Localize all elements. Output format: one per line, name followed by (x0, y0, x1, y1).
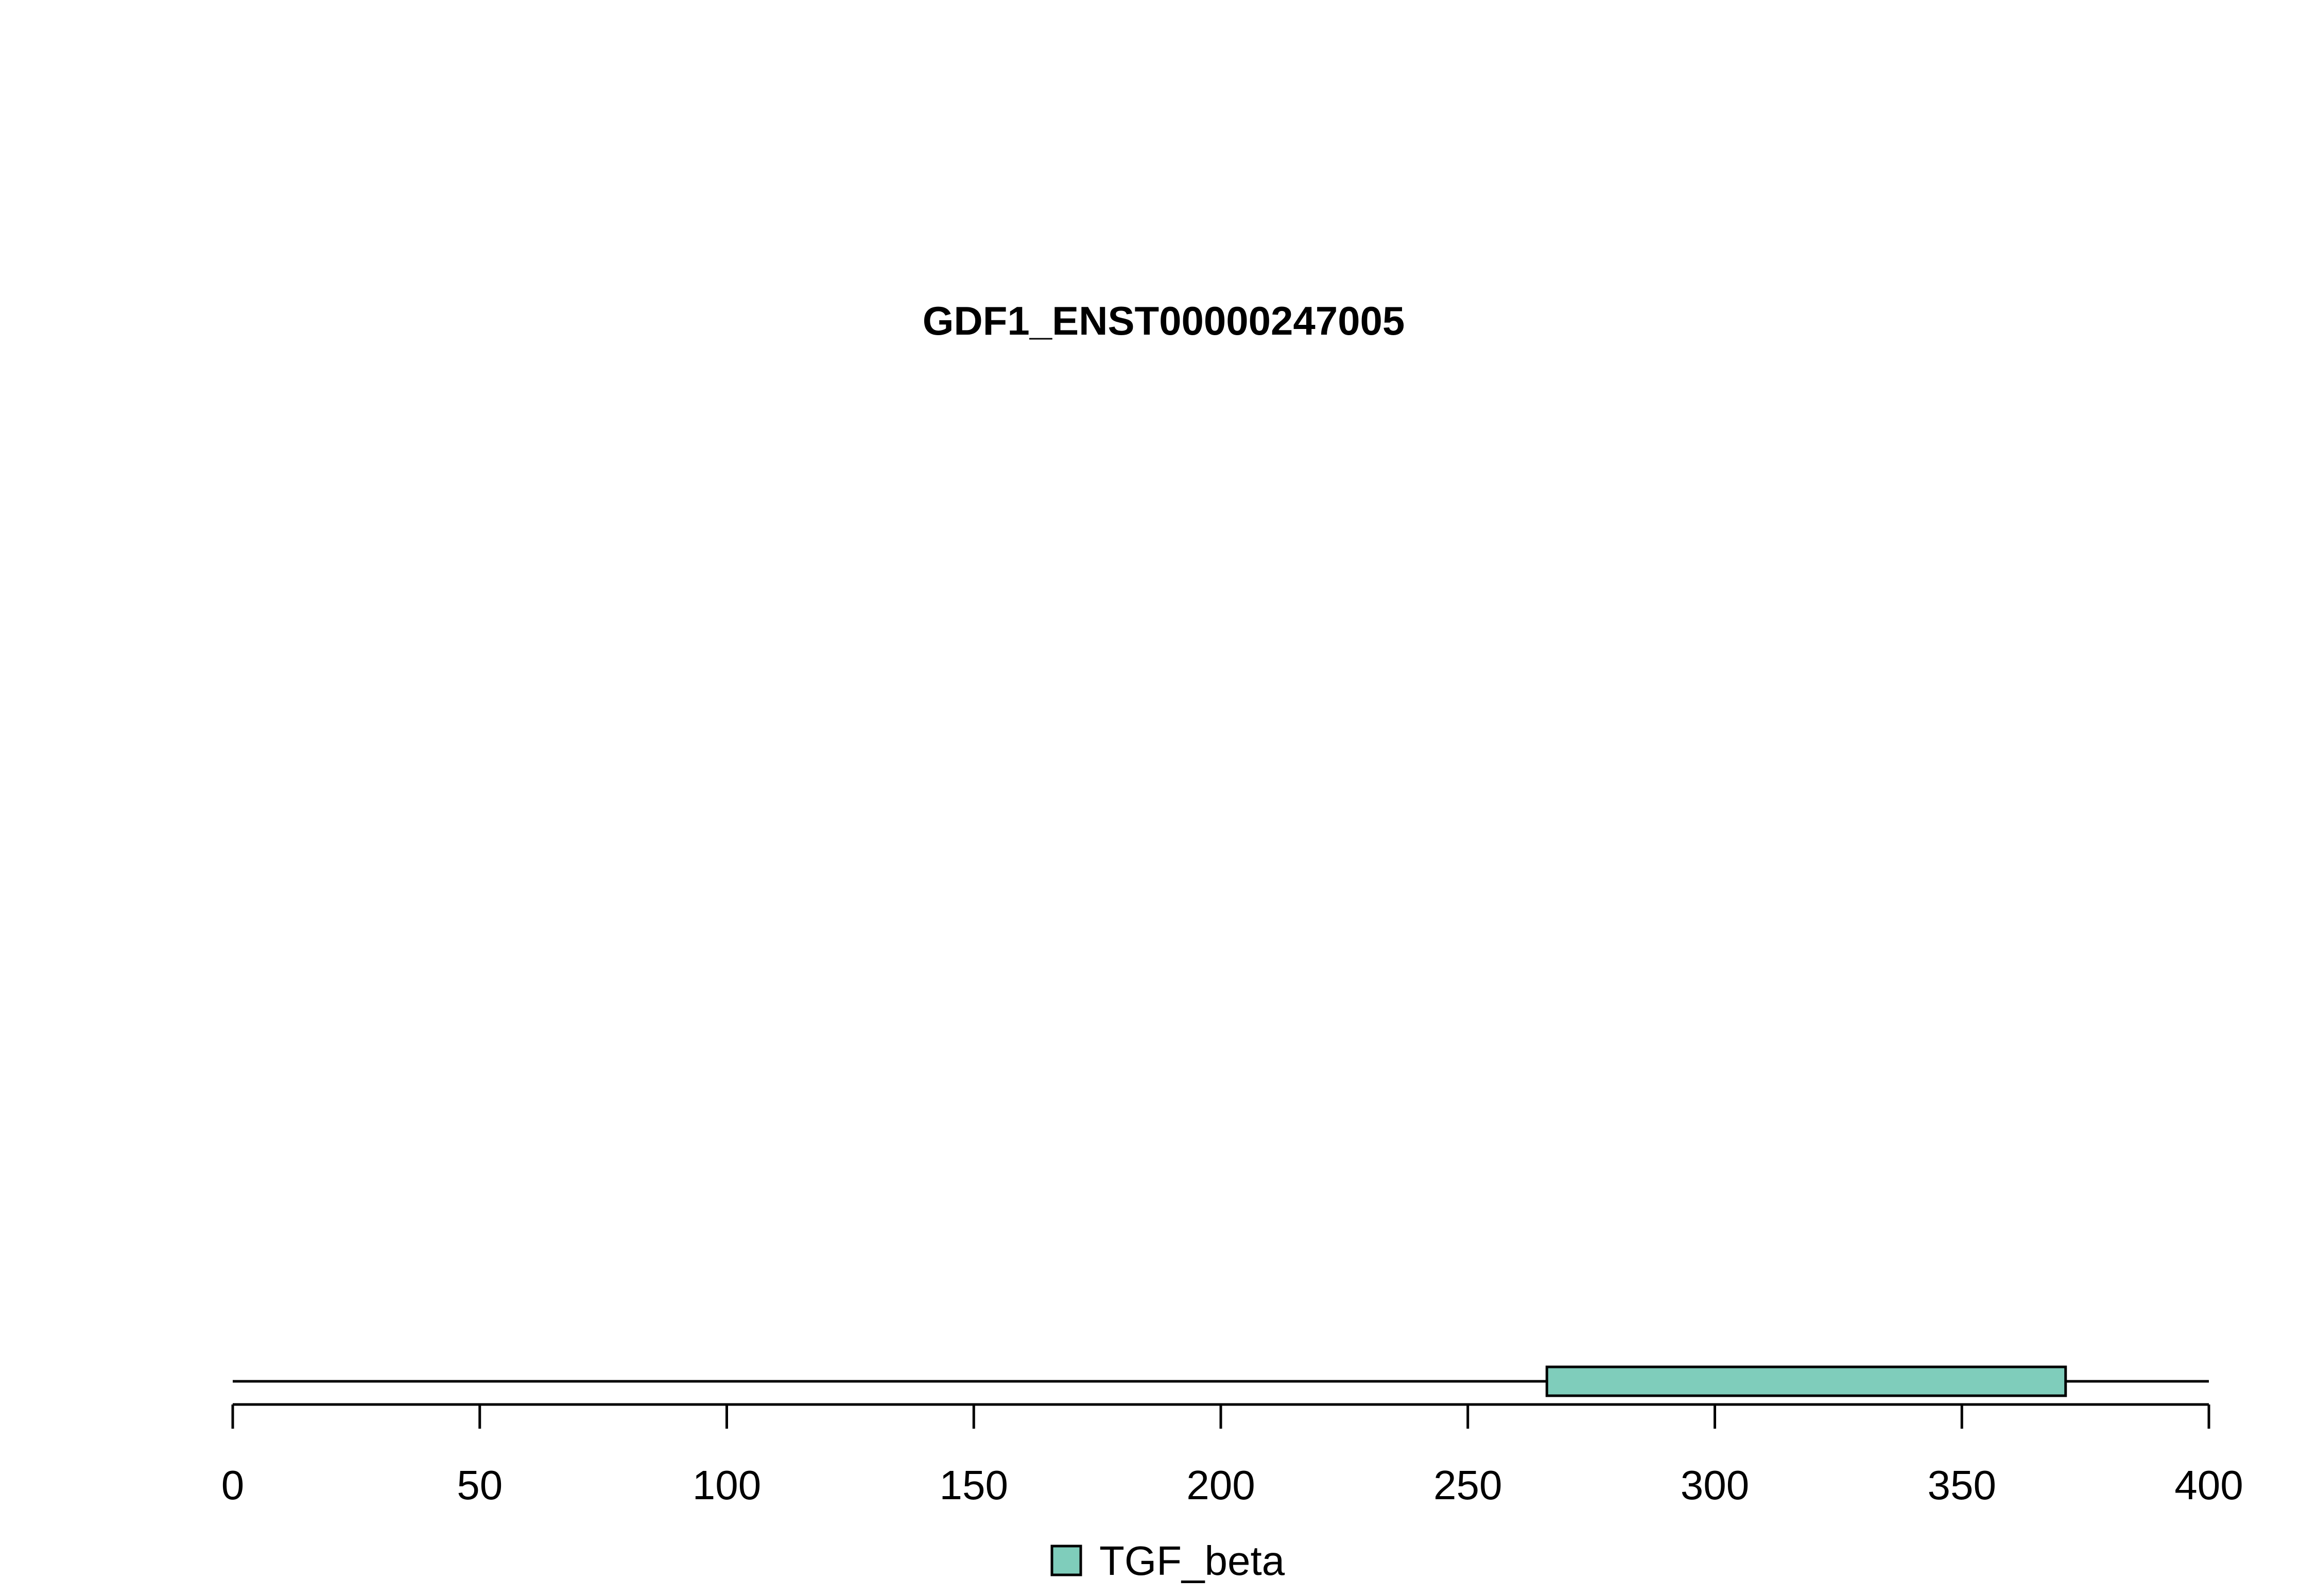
x-tick-label: 100 (693, 1462, 761, 1508)
legend-swatch (1050, 1545, 1082, 1576)
x-tick-label: 50 (457, 1462, 503, 1508)
domain-tgf-beta (1545, 1365, 2067, 1397)
x-tick-label: 0 (221, 1462, 245, 1508)
x-tick-label: 150 (940, 1462, 1008, 1508)
legend-label: TGF_beta (1099, 1538, 1285, 1584)
chart-title: GDF1_ENST00000247005 (923, 298, 1405, 343)
x-tick-label: 350 (1928, 1462, 1996, 1508)
domains-layer (1545, 1365, 2067, 1397)
x-axis: 0 50 100 150 200 250 300 350 400 (221, 1403, 2243, 1508)
legend: TGF_beta (1050, 1538, 1285, 1584)
x-tick-label: 200 (1186, 1462, 1255, 1508)
x-tick-label: 250 (1433, 1462, 1502, 1508)
x-tick-label: 400 (2174, 1462, 2243, 1508)
x-tick-label: 300 (1681, 1462, 1749, 1508)
